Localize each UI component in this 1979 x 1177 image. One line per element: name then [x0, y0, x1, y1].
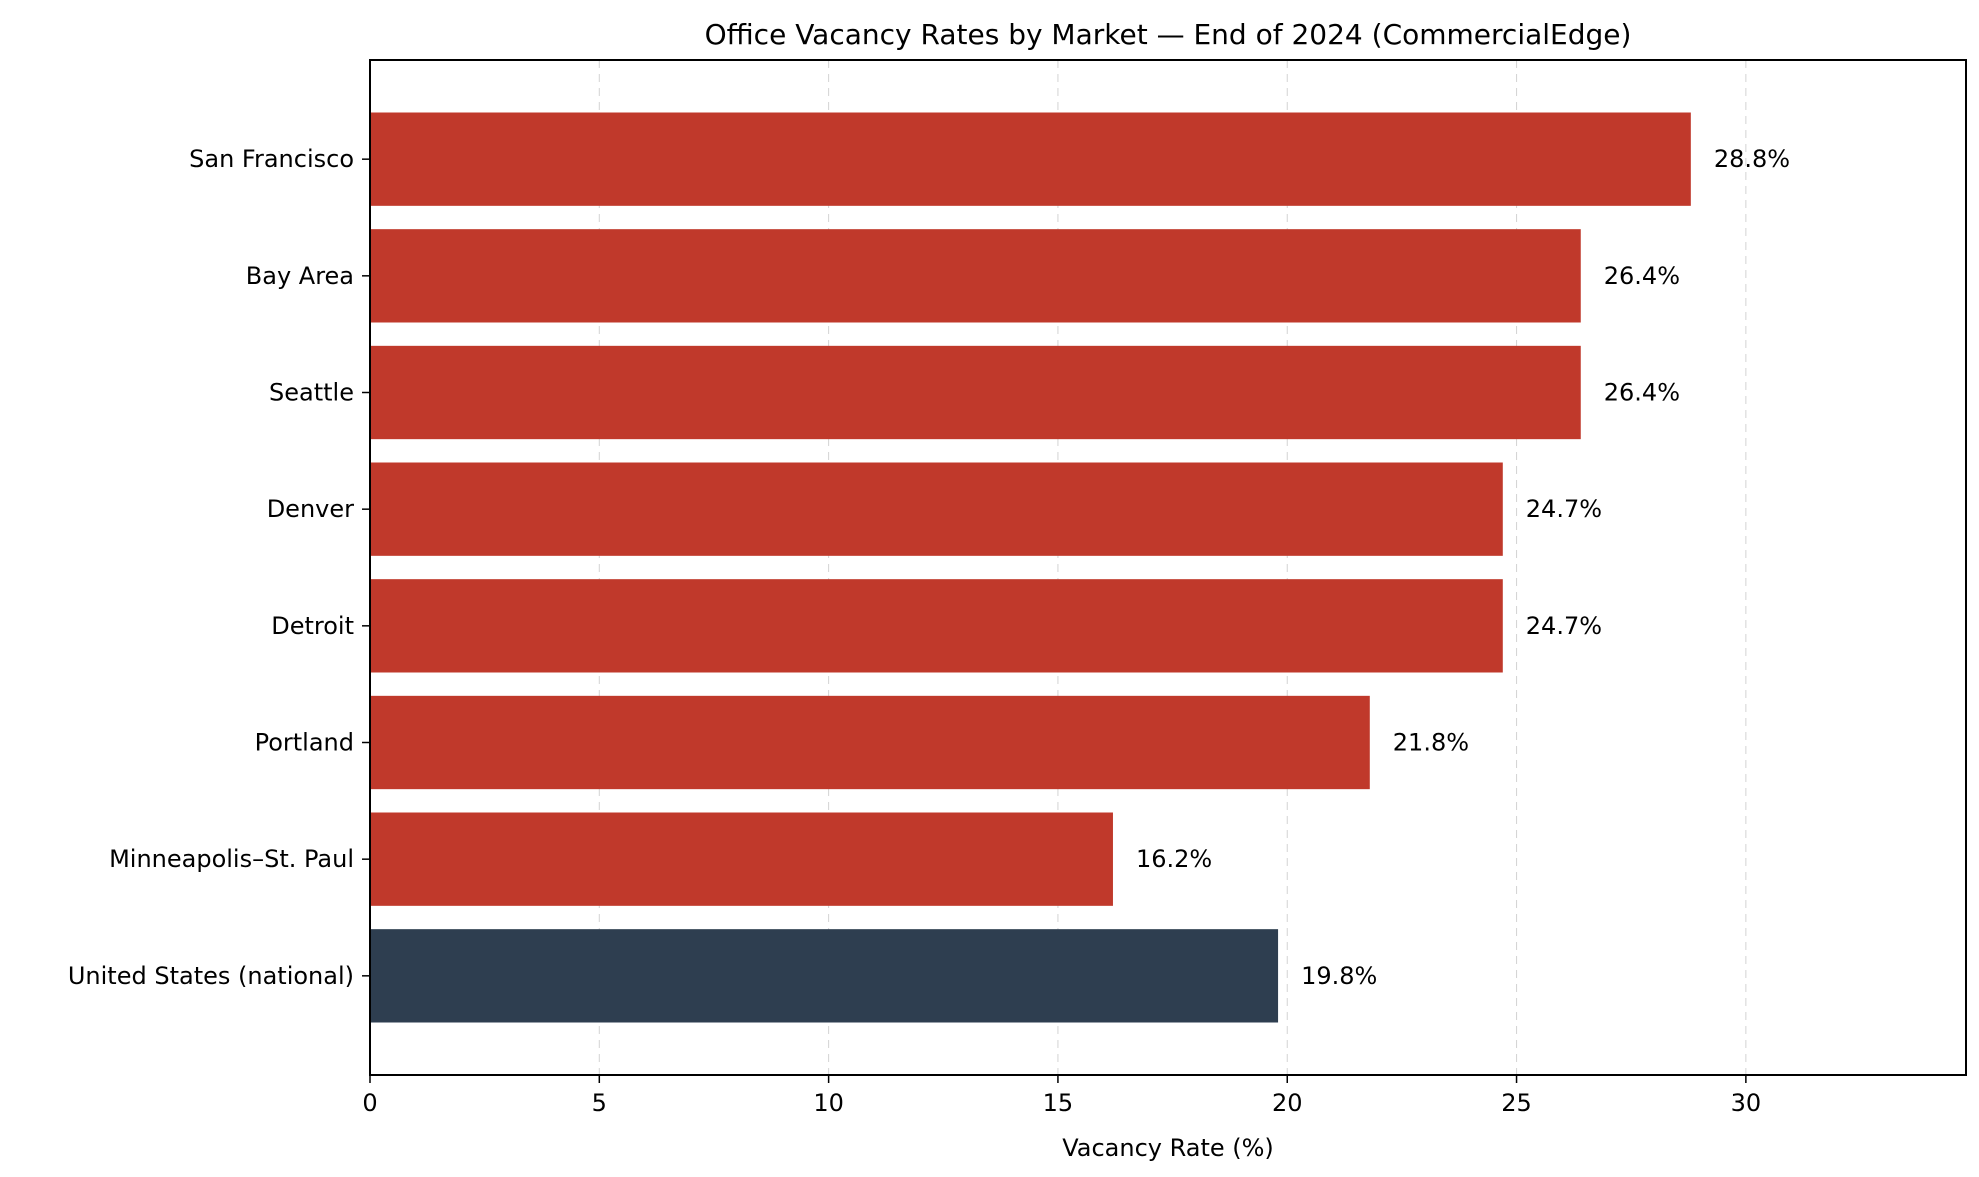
- value-labels: 28.8% 26.4% 26.4% 24.7% 24.7% 21.8% 16.2% 19.8%: [1136, 145, 1790, 990]
- y-tick-label-4: Detroit: [271, 612, 354, 640]
- x-tick-label-6: 30: [1731, 1089, 1762, 1117]
- bar-6: [370, 812, 1113, 906]
- gridlines: [598, 60, 1747, 1075]
- x-tick-label-5: 25: [1501, 1089, 1532, 1117]
- y-tick-label-5: Portland: [255, 729, 354, 757]
- x-axis-ticks: 0 5 10 15 20 25 30: [362, 1075, 1761, 1117]
- bars: [370, 112, 1691, 1023]
- x-tick-label-4: 20: [1272, 1089, 1303, 1117]
- bar-7: [370, 929, 1279, 1023]
- y-tick-label-0: San Francisco: [189, 145, 354, 173]
- y-tick-label-6: Minneapolis–St. Paul: [109, 845, 354, 873]
- bar-2: [370, 345, 1581, 440]
- bar-0: [370, 112, 1691, 206]
- value-label-7: 19.8%: [1301, 962, 1377, 990]
- value-label-2: 26.4%: [1604, 379, 1680, 407]
- x-tick-label-0: 0: [362, 1089, 377, 1117]
- bar-5: [370, 695, 1370, 790]
- y-tick-label-3: Denver: [267, 495, 354, 523]
- y-tick-label-1: Bay Area: [246, 262, 354, 290]
- value-label-5: 21.8%: [1393, 729, 1469, 757]
- x-tick-label-2: 10: [813, 1089, 844, 1117]
- bar-3: [370, 462, 1503, 556]
- value-label-0: 28.8%: [1714, 145, 1790, 173]
- y-tick-label-2: Seattle: [269, 379, 354, 407]
- value-label-3: 24.7%: [1526, 495, 1602, 523]
- value-label-4: 24.7%: [1526, 612, 1602, 640]
- bar-4: [370, 579, 1503, 673]
- plot-frame: [369, 59, 1967, 1076]
- x-tick-label-1: 5: [592, 1089, 607, 1117]
- x-tick-label-3: 15: [1043, 1089, 1074, 1117]
- x-axis-label: Vacancy Rate (%): [1062, 1134, 1274, 1162]
- y-tick-label-7: United States (national): [68, 962, 354, 990]
- value-label-1: 26.4%: [1604, 262, 1680, 290]
- chart-title: Office Vacancy Rates by Market — End of …: [705, 18, 1632, 51]
- bar-1: [370, 229, 1581, 323]
- value-label-6: 16.2%: [1136, 845, 1212, 873]
- y-axis-ticks: San Francisco Bay Area Seattle Denver Detroi…: [68, 145, 370, 990]
